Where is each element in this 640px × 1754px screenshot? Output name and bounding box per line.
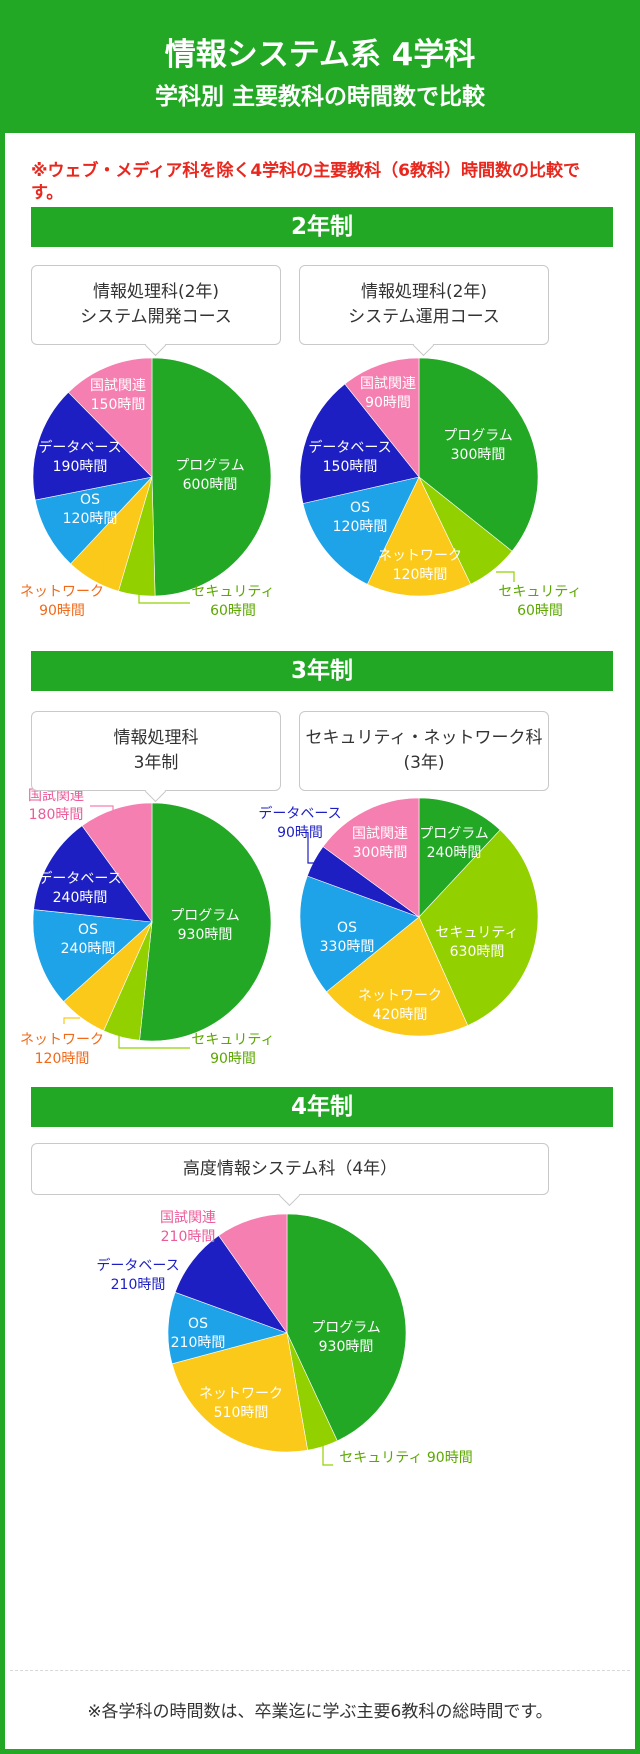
data-label: OS 120時間	[63, 492, 118, 527]
pie-slice-セキュリティ	[418, 829, 539, 1026]
pie-slice-ネットワーク	[366, 476, 472, 597]
leader-line	[63, 1017, 80, 1024]
footer-note: ※各学科の時間数は、卒業迄に学ぶ主要6教科の総時間です。	[87, 1702, 553, 1722]
pie-slice-OS	[299, 875, 420, 993]
data-label: OS 120時間	[333, 500, 388, 535]
chart-subtitle: システム運用コース	[348, 307, 500, 327]
data-label: データベース 240時間	[38, 870, 121, 906]
pie-slice-プログラム	[151, 357, 272, 597]
section-band-2year: 2年制	[31, 207, 613, 247]
data-label: ネットワーク 510時間	[199, 1386, 283, 1421]
data-label: 国試関連 210時間	[160, 1210, 216, 1245]
leader-line	[118, 1024, 190, 1049]
page-title: 情報システム系 4学科	[164, 37, 476, 73]
leader-line	[96, 560, 104, 579]
chart-title-box-1: 情報処理科(2年) システム開発コース	[31, 265, 281, 357]
data-label: セキュリティ 90時間	[339, 1450, 472, 1466]
pie-slice-国試関連	[344, 357, 420, 478]
data-label: 国試関連 150時間	[90, 378, 146, 413]
chart-title-box-3: 情報処理科 3年制	[31, 711, 281, 803]
data-label: プログラム 930時間	[311, 1320, 381, 1355]
chart-title-box-5: 高度情報システム科（4年）	[31, 1143, 549, 1207]
data-label: プログラム 930時間	[170, 908, 240, 943]
data-label: データベース 90時間	[258, 805, 341, 841]
pie-slice-プログラム	[139, 802, 272, 1042]
pie-slice-ネットワーク	[171, 1332, 309, 1453]
pie-slice-国試関連	[81, 802, 153, 923]
data-label: 国試関連 90時間	[360, 376, 416, 411]
data-label: セキュリティ 90時間	[191, 1032, 274, 1067]
header: 情報システム系 4学科 学科別 主要教科の時間数で比較	[5, 5, 635, 133]
chart-title-box-2: 情報処理科(2年) システム運用コース	[299, 265, 549, 357]
data-label: プログラム 240時間	[419, 826, 489, 861]
pie-slice-プログラム	[418, 797, 501, 918]
pie-slice-データベース	[32, 391, 153, 501]
data-label: OS 210時間	[171, 1316, 226, 1351]
chart-subtitle: 3年制	[133, 753, 179, 773]
data-label: プログラム 600時間	[175, 458, 245, 493]
data-label: セキュリティ 60時間	[191, 584, 274, 619]
pie-slice-国試関連	[67, 357, 153, 478]
data-label: ネットワーク 120時間	[20, 1032, 104, 1067]
pie-slice-国試関連	[322, 797, 420, 918]
chart-title: セキュリティ・ネットワーク科	[305, 728, 543, 748]
footer-divider	[10, 1670, 630, 1671]
data-label: データベース 210時間	[96, 1257, 179, 1293]
chart-title: 情報処理科(2年)	[92, 282, 220, 302]
leader-line	[307, 832, 320, 864]
chart-title: 情報処理科(2年)	[360, 282, 488, 302]
leader-line	[322, 1443, 333, 1466]
page-subtitle: 学科別 主要教科の時間数で比較	[154, 84, 485, 110]
pie-slice-OS	[34, 476, 153, 565]
pie-slice-プログラム	[286, 1213, 407, 1442]
pie-slice-プログラム	[418, 357, 539, 552]
comparison-note: ※ウェブ・メディア科を除く4学科の主要教科（6教科）時間数の比較です。	[31, 161, 580, 203]
chart-title-box-4: セキュリティ・ネットワーク科 (3年)	[299, 711, 549, 791]
chart-title: 情報処理科	[113, 728, 199, 748]
data-label: OS 240時間	[61, 922, 116, 957]
leader-line	[90, 805, 114, 816]
chart-subtitle: システム開発コース	[80, 307, 232, 327]
pie-slice-データベース	[299, 383, 420, 504]
data-label: プログラム 300時間	[443, 428, 513, 463]
pie-slice-OS	[302, 476, 420, 585]
data-label: ネットワーク 420時間	[358, 988, 442, 1023]
data-label: ネットワーク 90時間	[20, 584, 104, 619]
section-band-3year: 3年制	[31, 651, 613, 691]
section-band-4year: 4年制	[31, 1087, 613, 1127]
data-label: データベース 150時間	[308, 439, 391, 475]
chart-subtitle: (3年)	[403, 753, 445, 773]
leader-line	[496, 571, 515, 582]
pie-slice-ネットワーク	[326, 916, 469, 1037]
data-label: セキュリティ 630時間	[435, 925, 518, 960]
pie-slice-データベース	[33, 825, 153, 923]
data-label: ネットワーク 120時間	[378, 548, 462, 583]
data-label: 国試関連 300時間	[352, 826, 408, 861]
data-label: データベース 190時間	[38, 439, 121, 475]
data-label: OS 330時間	[320, 920, 375, 955]
leader-line	[138, 578, 190, 604]
data-label: 国試関連 180時間	[28, 788, 84, 823]
pie-slice-OS	[32, 909, 153, 1003]
data-label: セキュリティ 60時間	[498, 584, 581, 619]
pie-slice-国試関連	[218, 1213, 288, 1334]
chart-title: 高度情報システム科（4年）	[182, 1158, 398, 1179]
